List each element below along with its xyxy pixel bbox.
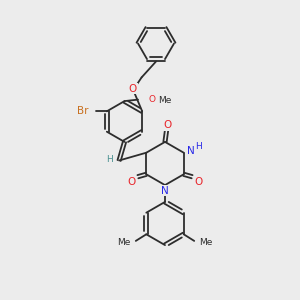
Text: Me: Me bbox=[200, 238, 213, 247]
Text: N: N bbox=[187, 146, 195, 156]
Text: Br: Br bbox=[77, 106, 89, 116]
Text: O: O bbox=[128, 83, 137, 94]
Text: O: O bbox=[128, 177, 136, 188]
Text: H: H bbox=[195, 142, 202, 151]
Text: O: O bbox=[163, 120, 171, 130]
Text: H: H bbox=[106, 154, 113, 164]
Text: Me: Me bbox=[117, 238, 130, 247]
Text: O: O bbox=[194, 177, 202, 188]
Text: N: N bbox=[161, 185, 169, 196]
Text: O: O bbox=[148, 94, 155, 103]
Text: Me: Me bbox=[158, 96, 172, 105]
